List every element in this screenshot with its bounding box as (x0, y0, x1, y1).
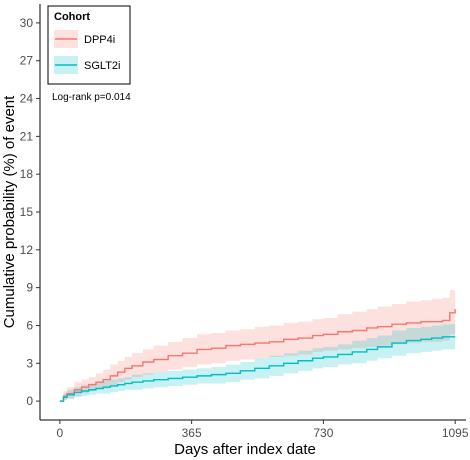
x-tick-label: 0 (57, 426, 64, 440)
series-line-dpp4i (59, 309, 456, 402)
y-tick-label: 18 (20, 167, 34, 181)
ci-band-sglt2i (59, 324, 456, 402)
y-tick-label: 12 (20, 243, 34, 257)
legend-title: Cohort (54, 11, 90, 23)
series-line-sglt2i (59, 336, 456, 402)
y-tick-label: 27 (20, 54, 34, 68)
legend: Cohort DPP4i SGLT2i (47, 5, 131, 85)
y-tick-label: 6 (26, 318, 33, 332)
x-tick-label: 730 (313, 426, 333, 440)
y-tick-label: 21 (20, 129, 34, 143)
logrank-annotation: Log-rank p=0.014 (52, 92, 131, 103)
survival-lines (59, 309, 456, 402)
y-axis-title: Cumulative probability (%) of event (1, 95, 18, 328)
legend-box (47, 5, 131, 85)
y-tick-label: 24 (20, 92, 34, 106)
x-axis-title: Days after index date (174, 441, 316, 458)
x-tick-label: 365 (182, 426, 202, 440)
y-tick-label: 9 (26, 281, 33, 295)
legend-label-sglt2i: SGLT2i (84, 60, 120, 72)
y-tick-label: 15 (20, 205, 34, 219)
y-tick-label: 0 (26, 394, 33, 408)
y-tick-label: 3 (26, 356, 33, 370)
y-tick-label: 30 (20, 16, 34, 30)
x-tick-label: 1095 (442, 426, 469, 440)
legend-label-dpp4i: DPP4i (84, 34, 115, 46)
axes: 0 3 6 9 12 15 18 21 24 27 30 0 365 730 1095 (20, 4, 469, 440)
